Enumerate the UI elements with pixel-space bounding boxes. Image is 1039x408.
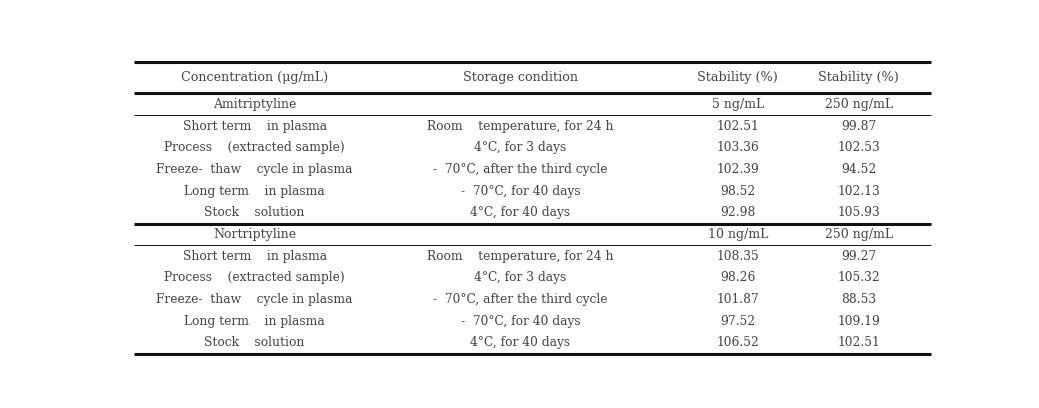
Text: Concentration (μg/mL): Concentration (μg/mL) xyxy=(181,71,328,84)
Text: 5 ng/mL: 5 ng/mL xyxy=(712,98,764,111)
Text: -  70°C, after the third cycle: - 70°C, after the third cycle xyxy=(433,163,608,176)
Text: Long term    in plasma: Long term in plasma xyxy=(184,184,325,197)
Text: 4°C, for 3 days: 4°C, for 3 days xyxy=(474,141,566,154)
Text: 94.52: 94.52 xyxy=(841,163,876,176)
Text: -  70°C, for 40 days: - 70°C, for 40 days xyxy=(460,184,580,197)
Text: 102.39: 102.39 xyxy=(716,163,760,176)
Text: Short term    in plasma: Short term in plasma xyxy=(183,120,326,133)
Text: Stability (%): Stability (%) xyxy=(697,71,778,84)
Text: Stock    solution: Stock solution xyxy=(205,336,304,349)
Text: Amitriptyline: Amitriptyline xyxy=(213,98,296,111)
Text: 109.19: 109.19 xyxy=(837,315,880,328)
Text: 102.51: 102.51 xyxy=(837,336,880,349)
Text: Freeze-  thaw    cycle in plasma: Freeze- thaw cycle in plasma xyxy=(157,163,353,176)
Text: Process    (extracted sample): Process (extracted sample) xyxy=(164,141,345,154)
Text: 250 ng/mL: 250 ng/mL xyxy=(825,228,893,241)
Text: -  70°C, for 40 days: - 70°C, for 40 days xyxy=(460,315,580,328)
Text: 4°C, for 3 days: 4°C, for 3 days xyxy=(474,271,566,284)
Text: Stock    solution: Stock solution xyxy=(205,206,304,219)
Text: 250 ng/mL: 250 ng/mL xyxy=(825,98,893,111)
Text: 105.93: 105.93 xyxy=(837,206,880,219)
Text: Nortriptyline: Nortriptyline xyxy=(213,228,296,241)
Text: Room    temperature, for 24 h: Room temperature, for 24 h xyxy=(427,250,614,263)
Text: -  70°C, after the third cycle: - 70°C, after the third cycle xyxy=(433,293,608,306)
Text: 106.52: 106.52 xyxy=(716,336,760,349)
Text: 97.52: 97.52 xyxy=(720,315,755,328)
Text: 4°C, for 40 days: 4°C, for 40 days xyxy=(471,206,570,219)
Text: 108.35: 108.35 xyxy=(717,250,760,263)
Text: 98.52: 98.52 xyxy=(720,184,755,197)
Text: 102.13: 102.13 xyxy=(837,184,880,197)
Text: 10 ng/mL: 10 ng/mL xyxy=(708,228,768,241)
Text: 92.98: 92.98 xyxy=(720,206,755,219)
Text: 102.53: 102.53 xyxy=(837,141,880,154)
Text: Room    temperature, for 24 h: Room temperature, for 24 h xyxy=(427,120,614,133)
Text: 103.36: 103.36 xyxy=(717,141,760,154)
Text: 105.32: 105.32 xyxy=(837,271,880,284)
Text: 101.87: 101.87 xyxy=(717,293,760,306)
Text: Short term    in plasma: Short term in plasma xyxy=(183,250,326,263)
Text: 98.26: 98.26 xyxy=(720,271,755,284)
Text: Process    (extracted sample): Process (extracted sample) xyxy=(164,271,345,284)
Text: Stability (%): Stability (%) xyxy=(818,71,899,84)
Text: 4°C, for 40 days: 4°C, for 40 days xyxy=(471,336,570,349)
Text: 99.27: 99.27 xyxy=(841,250,876,263)
Text: 99.87: 99.87 xyxy=(841,120,876,133)
Text: 102.51: 102.51 xyxy=(717,120,760,133)
Text: 88.53: 88.53 xyxy=(841,293,876,306)
Text: Freeze-  thaw    cycle in plasma: Freeze- thaw cycle in plasma xyxy=(157,293,353,306)
Text: Storage condition: Storage condition xyxy=(463,71,578,84)
Text: Long term    in plasma: Long term in plasma xyxy=(184,315,325,328)
